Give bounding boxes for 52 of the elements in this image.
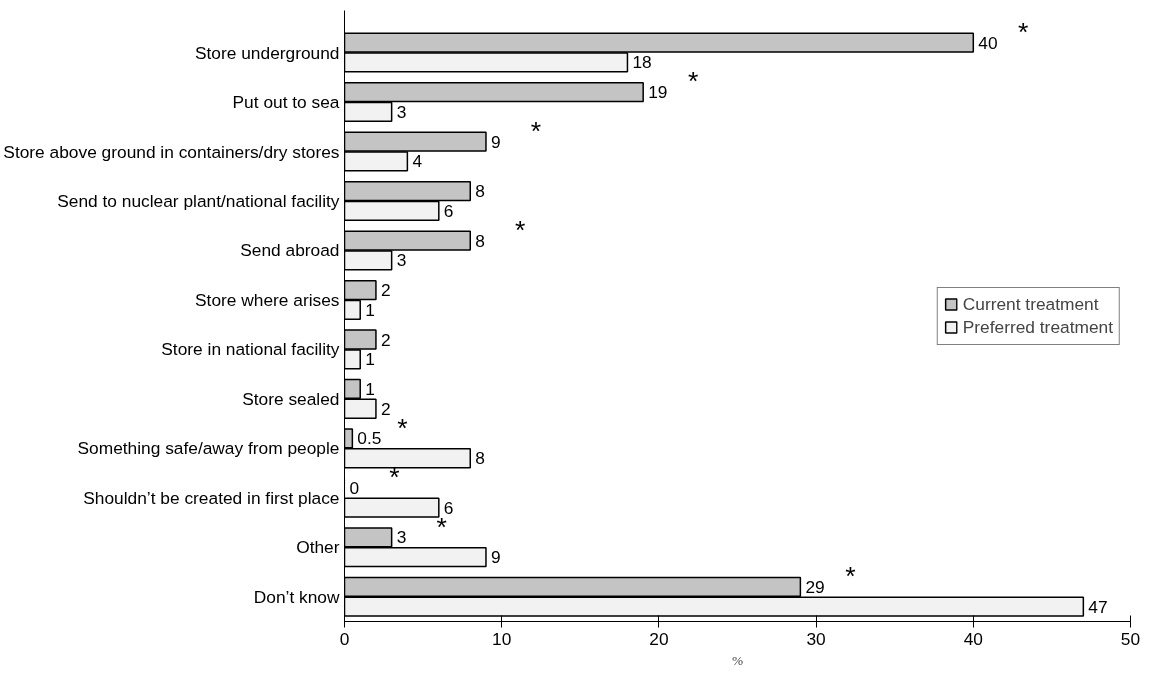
- y-tick-label: Something safe/away from people: [77, 438, 340, 459]
- legend-label: Current treatment: [962, 293, 1099, 315]
- data-label: 40: [978, 32, 998, 53]
- data-label: 2: [380, 398, 391, 419]
- x-tick-label: 10: [492, 628, 512, 649]
- y-tick-label: Store in national facility: [161, 339, 340, 360]
- annotation: *: [687, 66, 699, 97]
- data-label: 18: [632, 52, 652, 73]
- y-tick-label: Don’t know: [253, 586, 340, 607]
- data-label: 1: [365, 378, 375, 399]
- legend-label: Preferred treatment: [962, 316, 1113, 338]
- data-label: 19: [648, 82, 668, 103]
- y-tick-label: Other: [296, 537, 340, 558]
- data-label: 47: [1088, 596, 1108, 617]
- data-label: 3: [396, 527, 407, 548]
- y-tick-label: Shouldn’t be created in first place: [83, 487, 340, 508]
- annotation: *: [389, 462, 400, 493]
- data-label: 9: [490, 547, 501, 568]
- data-label: 29: [805, 576, 825, 597]
- annotation: *: [1018, 16, 1029, 47]
- data-label: 1: [365, 299, 375, 320]
- data-label: 6: [443, 200, 454, 221]
- data-label: 3: [396, 101, 407, 122]
- x-tick-label: 50: [1120, 628, 1141, 649]
- x-tick-label: 20: [649, 628, 669, 649]
- annotation: *: [397, 412, 408, 443]
- y-tick-label: Store above ground in containers/dry stores: [3, 141, 340, 162]
- data-label: 0: [349, 477, 360, 498]
- y-tick-label: Store where arises: [195, 289, 340, 310]
- data-label: 1: [365, 349, 375, 370]
- data-label: 6: [443, 497, 454, 518]
- data-label: 2: [380, 329, 391, 350]
- data-label: 8: [475, 448, 485, 469]
- y-tick-label: Store sealed: [242, 388, 340, 409]
- data-label: 8: [475, 181, 485, 202]
- y-tick-label: Send to nuclear plant/national facility: [57, 190, 340, 211]
- y-tick-label: Send abroad: [240, 240, 340, 261]
- x-tick-label: 30: [806, 628, 826, 649]
- y-tick-label: Put out to sea: [232, 92, 340, 113]
- data-label: 3: [396, 250, 407, 271]
- annotation: *: [845, 560, 856, 591]
- x-tick-label: 40: [963, 628, 983, 649]
- annotation: *: [530, 115, 542, 146]
- annotation: *: [515, 214, 526, 245]
- y-tick-label: Store underground: [194, 42, 340, 63]
- data-label: 8: [475, 230, 485, 251]
- data-label: 2: [380, 280, 391, 301]
- data-label: 4: [412, 151, 423, 172]
- data-label: 9: [490, 131, 501, 152]
- x-axis-title: %: [731, 652, 744, 668]
- data-label: 0.5: [357, 428, 382, 449]
- x-tick-label: 0: [339, 628, 350, 649]
